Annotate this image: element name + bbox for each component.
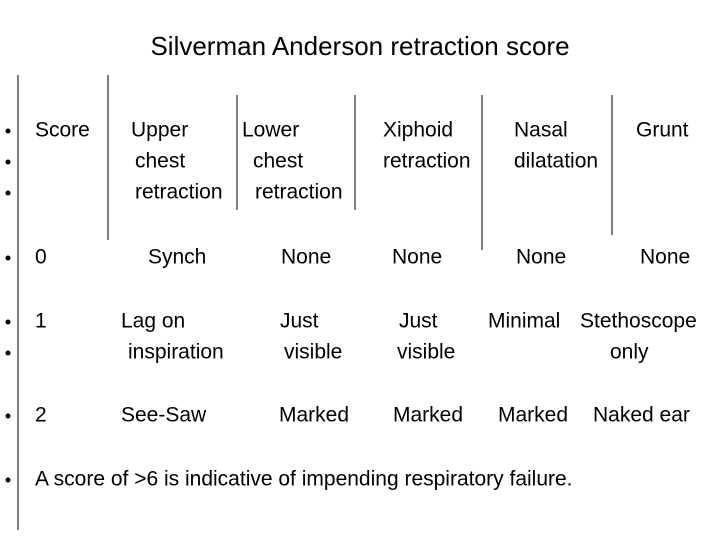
bullet bbox=[5, 190, 11, 196]
table-cell: 1 bbox=[35, 310, 47, 333]
footnote: A score of >6 is indicative of impending… bbox=[35, 468, 573, 491]
header-cell: retraction bbox=[135, 181, 223, 204]
table-cell: 0 bbox=[35, 246, 47, 269]
bullets bbox=[5, 128, 11, 483]
header-cell: retraction bbox=[383, 150, 471, 173]
header-cell: Lower bbox=[242, 119, 299, 142]
header-cell: Xiphoid bbox=[383, 119, 453, 142]
table-cell: Marked bbox=[393, 404, 463, 427]
table-cell: None bbox=[281, 246, 331, 269]
bullet bbox=[5, 350, 11, 356]
table-cell: visible bbox=[284, 341, 342, 364]
table-cell: Minimal bbox=[488, 310, 560, 333]
bullet bbox=[5, 255, 11, 261]
header-cell: Upper bbox=[131, 119, 188, 142]
table-cell: Just bbox=[399, 310, 438, 333]
table-cell: Marked bbox=[279, 404, 349, 427]
slide-title: Silverman Anderson retraction score bbox=[150, 31, 569, 61]
table-cell: 2 bbox=[35, 404, 47, 427]
bullet bbox=[5, 477, 11, 483]
table-cell: visible bbox=[397, 341, 455, 364]
table-cell: None bbox=[392, 246, 442, 269]
column-rules bbox=[17, 75, 613, 530]
header-cell: dilatation bbox=[514, 150, 598, 173]
table-cell: Marked bbox=[498, 404, 568, 427]
bullet bbox=[5, 128, 11, 134]
header-cell: chest bbox=[135, 150, 185, 173]
header-cell: Grunt bbox=[636, 119, 689, 142]
table-cell: None bbox=[516, 246, 566, 269]
table-cell: Lag on bbox=[121, 310, 185, 333]
header-cell: Score bbox=[35, 119, 90, 142]
table-cell: Naked ear bbox=[593, 404, 690, 427]
bullet bbox=[5, 159, 11, 165]
table-cell: Just bbox=[280, 310, 319, 333]
header-cell: retraction bbox=[255, 181, 343, 204]
table-cell: Stethoscope bbox=[580, 310, 697, 333]
table-cell: See-Saw bbox=[121, 404, 207, 427]
table-cell: Synch bbox=[148, 246, 206, 269]
table-cell: None bbox=[640, 246, 690, 269]
table-cell: inspiration bbox=[128, 341, 224, 364]
header-cell: Nasal bbox=[514, 119, 568, 142]
table-cell: only bbox=[610, 341, 649, 364]
header-cell: chest bbox=[253, 150, 303, 173]
bullet bbox=[5, 413, 11, 419]
bullet bbox=[5, 319, 11, 325]
